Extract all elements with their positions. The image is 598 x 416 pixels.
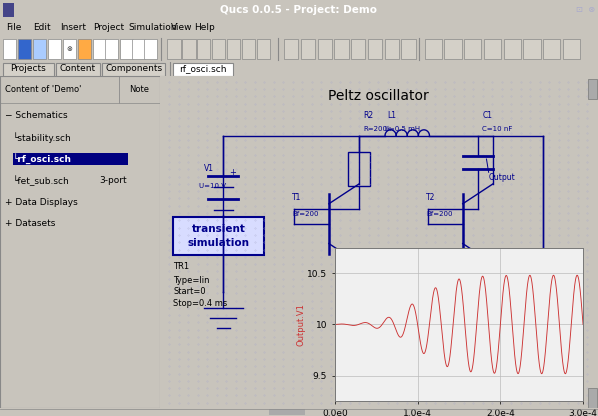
Bar bbox=[318, 39, 332, 59]
Text: R=200k: R=200k bbox=[364, 126, 392, 132]
Text: U=10 V: U=10 V bbox=[199, 183, 227, 188]
Text: R1: R1 bbox=[432, 258, 443, 266]
Bar bbox=[464, 39, 481, 59]
Bar bbox=[563, 39, 580, 59]
Bar bbox=[167, 39, 181, 59]
Bar bbox=[368, 39, 382, 59]
Text: L1: L1 bbox=[387, 111, 396, 120]
Bar bbox=[334, 39, 349, 59]
Text: + Data Displays: + Data Displays bbox=[5, 198, 78, 207]
Text: ⊡  ⊗: ⊡ ⊗ bbox=[576, 5, 595, 15]
Text: View: View bbox=[170, 23, 192, 32]
Text: Insert: Insert bbox=[60, 23, 86, 32]
Bar bbox=[13, 154, 128, 165]
Bar bbox=[144, 39, 157, 59]
Text: R2: R2 bbox=[364, 111, 374, 120]
Text: Note: Note bbox=[129, 85, 150, 94]
Bar bbox=[415, 288, 437, 322]
Bar bbox=[588, 79, 597, 99]
Bar bbox=[401, 39, 416, 59]
Bar bbox=[93, 39, 106, 59]
Bar bbox=[588, 388, 597, 408]
Bar bbox=[543, 39, 560, 59]
Text: R=50 kOhm: R=50 kOhm bbox=[428, 272, 471, 278]
Text: Content: Content bbox=[60, 64, 96, 73]
Bar bbox=[120, 39, 133, 59]
Y-axis label: Output.V1: Output.V1 bbox=[297, 303, 306, 346]
Text: Projects: Projects bbox=[11, 64, 46, 73]
Bar bbox=[351, 39, 365, 59]
Text: Components: Components bbox=[105, 64, 162, 73]
Text: Bf=200: Bf=200 bbox=[426, 211, 453, 217]
Bar bbox=[301, 39, 315, 59]
Bar bbox=[182, 39, 196, 59]
Text: Qucs 0.0.5 - Project: Demo: Qucs 0.0.5 - Project: Demo bbox=[221, 5, 377, 15]
Text: File: File bbox=[6, 23, 22, 32]
Text: ⊗: ⊗ bbox=[66, 46, 72, 52]
Bar bbox=[118, 76, 160, 103]
Text: Help: Help bbox=[194, 23, 215, 32]
Text: Edit: Edit bbox=[33, 23, 50, 32]
Text: Start=0: Start=0 bbox=[173, 287, 206, 296]
FancyBboxPatch shape bbox=[56, 63, 100, 76]
Text: Stop=0.4 ms: Stop=0.4 ms bbox=[173, 299, 228, 308]
Text: Peltz oscillator: Peltz oscillator bbox=[328, 89, 429, 103]
FancyBboxPatch shape bbox=[173, 63, 233, 76]
Text: C1: C1 bbox=[482, 111, 492, 120]
Text: └rf_osci.sch: └rf_osci.sch bbox=[13, 154, 72, 164]
Bar bbox=[284, 39, 298, 59]
Text: └stability.sch: └stability.sch bbox=[13, 132, 72, 143]
Bar bbox=[425, 39, 442, 59]
Bar bbox=[269, 409, 305, 415]
Bar bbox=[33, 39, 46, 59]
Text: Bf=200: Bf=200 bbox=[292, 211, 319, 217]
Bar bbox=[385, 39, 399, 59]
Bar bbox=[0, 76, 118, 103]
Text: Project: Project bbox=[93, 23, 124, 32]
Bar bbox=[78, 39, 91, 59]
Bar bbox=[348, 152, 370, 186]
Bar bbox=[132, 39, 145, 59]
Bar bbox=[257, 39, 270, 59]
Text: +: + bbox=[230, 168, 236, 177]
Text: Simulation: Simulation bbox=[129, 23, 177, 32]
Text: Output: Output bbox=[489, 173, 515, 182]
Bar bbox=[523, 39, 541, 59]
Text: transient
simulation: transient simulation bbox=[188, 224, 250, 248]
Text: Content of 'Demo': Content of 'Demo' bbox=[5, 85, 81, 94]
Text: 3-port: 3-port bbox=[99, 176, 127, 185]
FancyBboxPatch shape bbox=[3, 63, 54, 76]
Bar bbox=[18, 39, 31, 59]
Text: TR1: TR1 bbox=[173, 262, 190, 271]
Bar bbox=[212, 39, 225, 59]
FancyBboxPatch shape bbox=[102, 63, 165, 76]
Text: T2: T2 bbox=[426, 193, 435, 202]
Bar bbox=[242, 39, 255, 59]
FancyBboxPatch shape bbox=[173, 217, 264, 255]
Text: L=0.5 mH: L=0.5 mH bbox=[385, 126, 420, 132]
Text: Type=lin: Type=lin bbox=[173, 275, 210, 285]
Bar bbox=[3, 39, 16, 59]
Text: rf_osci.sch: rf_osci.sch bbox=[179, 64, 227, 73]
Bar bbox=[105, 39, 118, 59]
Text: C=10 nF: C=10 nF bbox=[482, 126, 512, 132]
Bar bbox=[63, 39, 76, 59]
Text: − Schematics: − Schematics bbox=[5, 111, 68, 120]
Text: V1: V1 bbox=[204, 164, 213, 173]
Text: + Datasets: + Datasets bbox=[5, 219, 55, 228]
Bar bbox=[3, 3, 14, 17]
Bar bbox=[444, 39, 462, 59]
Bar bbox=[48, 39, 61, 59]
Bar bbox=[227, 39, 240, 59]
Text: └fet_sub.sch: └fet_sub.sch bbox=[13, 175, 69, 186]
Bar bbox=[504, 39, 521, 59]
Bar bbox=[197, 39, 210, 59]
Text: T1: T1 bbox=[292, 193, 301, 202]
Bar bbox=[484, 39, 501, 59]
